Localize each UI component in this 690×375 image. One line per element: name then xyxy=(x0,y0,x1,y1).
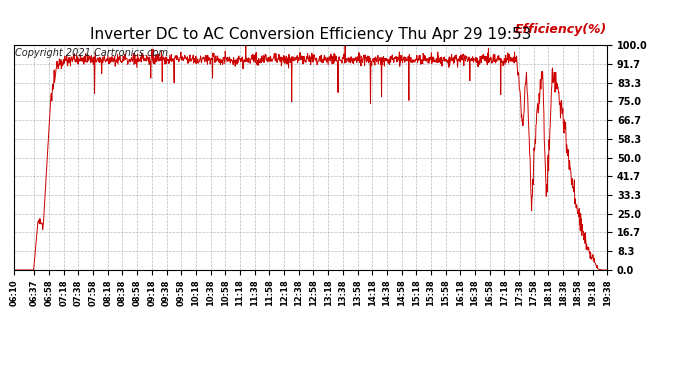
Title: Inverter DC to AC Conversion Efficiency Thu Apr 29 19:53: Inverter DC to AC Conversion Efficiency … xyxy=(90,27,531,42)
Text: Efficiency(%): Efficiency(%) xyxy=(515,23,607,36)
Text: Copyright 2021 Cartronics.com: Copyright 2021 Cartronics.com xyxy=(15,48,168,58)
